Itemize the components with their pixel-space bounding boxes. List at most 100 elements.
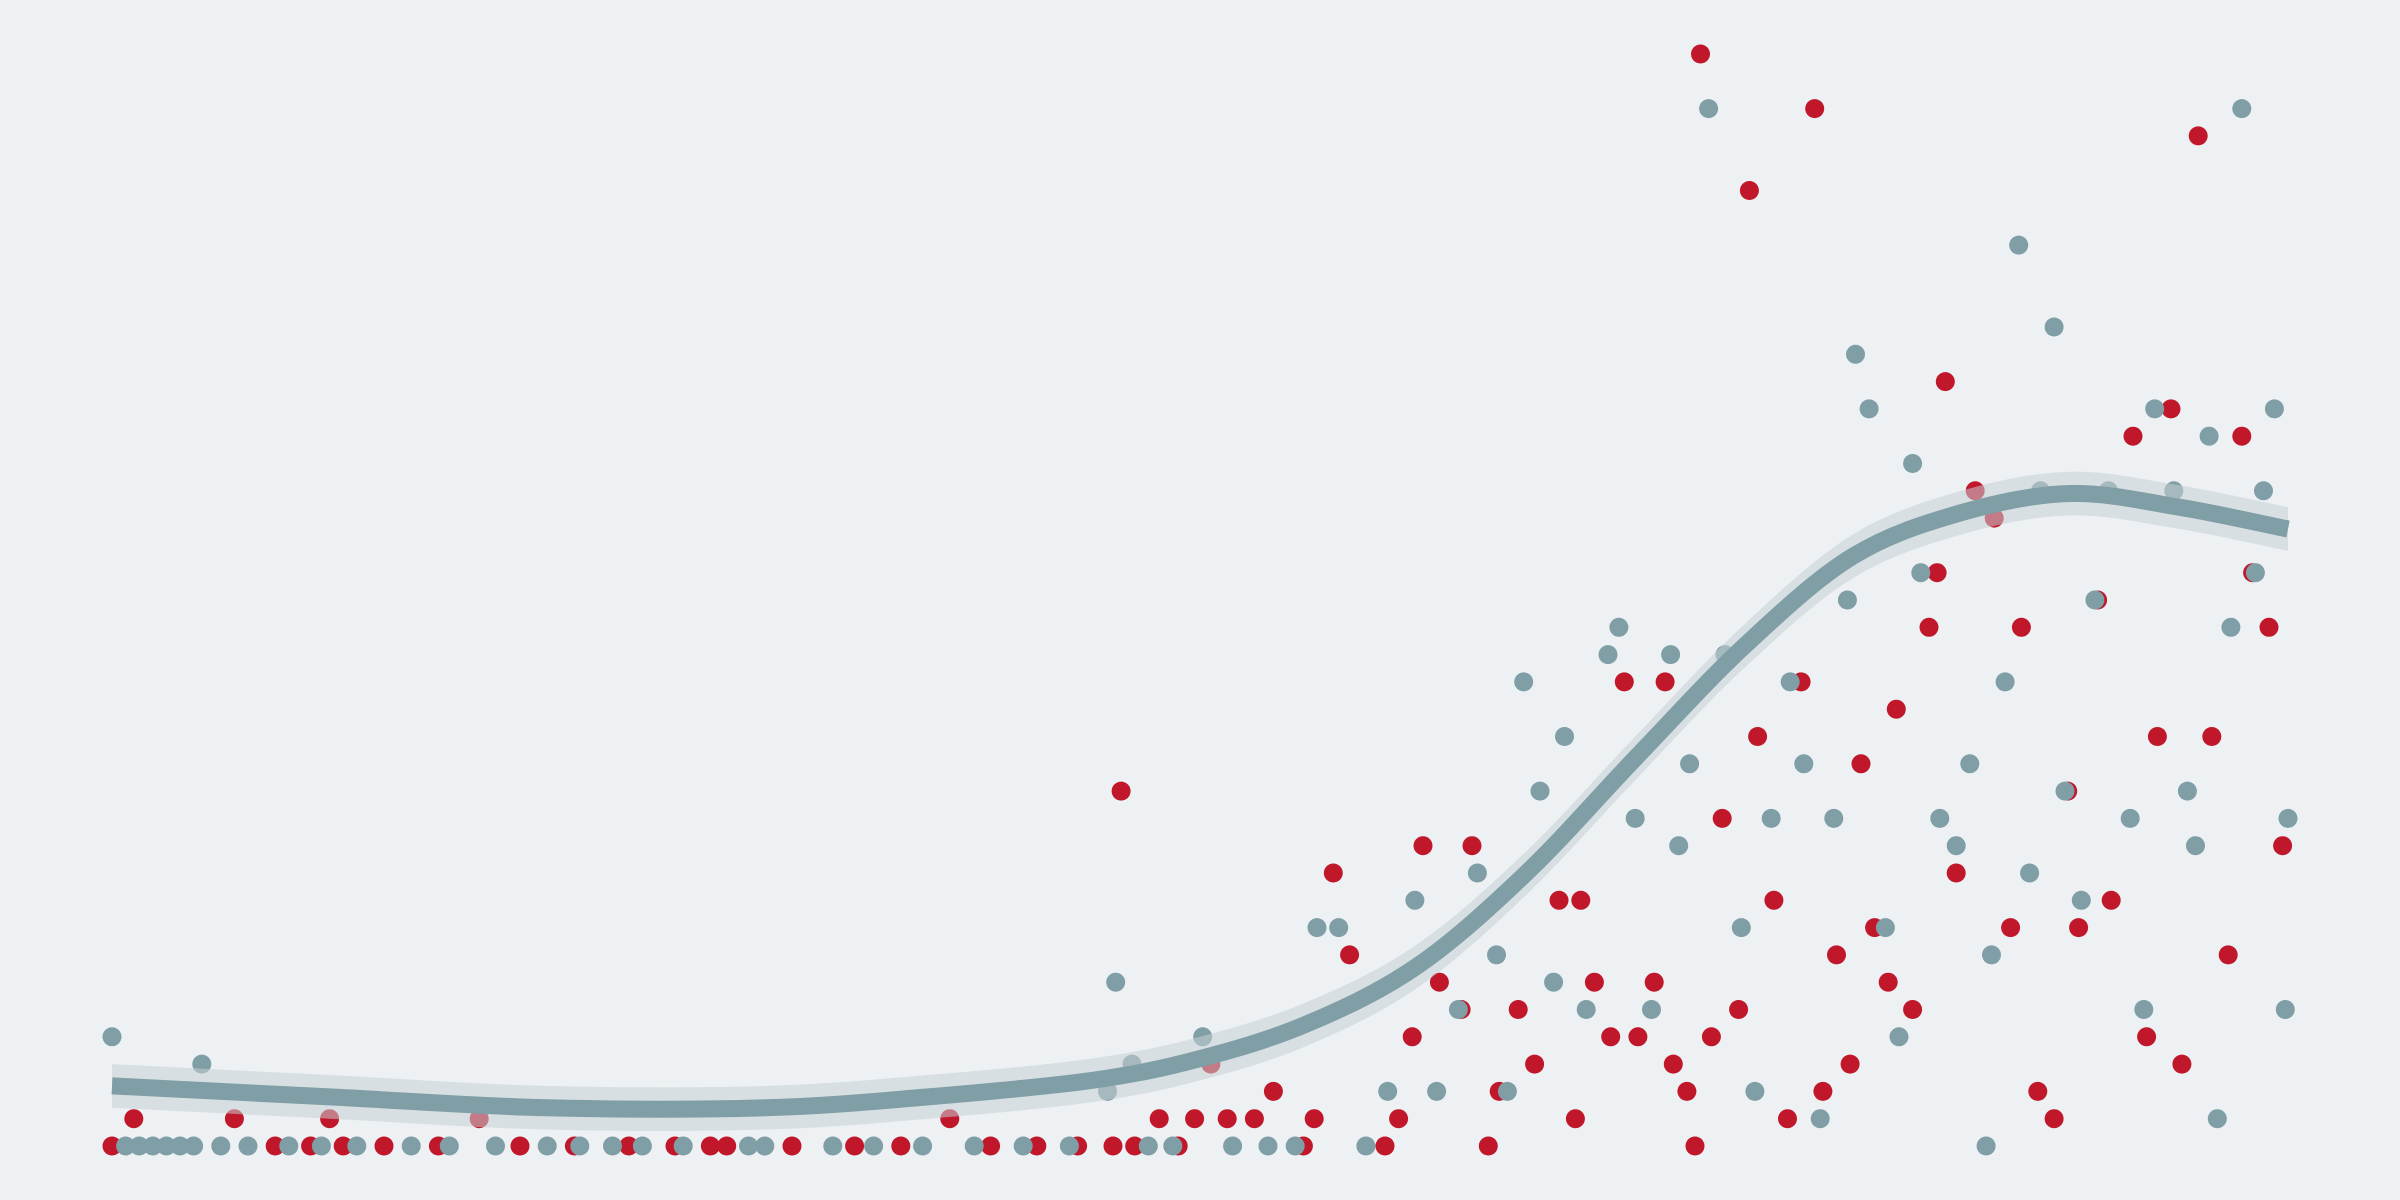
data-point [2044,317,2064,337]
data-point [1427,1081,1447,1101]
data-point [1805,99,1825,119]
data-point [1413,836,1433,856]
data-point [1244,1109,1264,1129]
data-point [673,1136,693,1156]
data-point [2254,481,2273,501]
data-point [603,1136,622,1156]
data-point [1824,808,1844,828]
data-point [1329,918,1349,938]
data-point [1467,863,1487,883]
data-point [1013,1136,1033,1156]
data-point [1106,972,1126,992]
data-point [2275,1000,2295,1019]
data-point [1903,454,1923,473]
data-point [1429,972,1449,992]
data-point [2199,426,2219,446]
data-point [1185,1109,1205,1129]
data-point [2232,99,2252,119]
data-point [1663,1054,1683,1074]
data-point [1614,672,1634,692]
data-point [2028,1081,2048,1101]
data-point [1258,1136,1278,1156]
data-point [823,1136,843,1156]
data-point [2123,426,2143,446]
data-point [124,1109,144,1129]
data-point [1544,972,1564,992]
data-point [1217,1109,1237,1129]
data-point [1851,754,1871,774]
data-point [116,1136,136,1156]
data-point [1323,863,1343,883]
data-point [2145,399,2165,419]
data-point [1946,836,1966,856]
data-point [1878,972,1898,992]
data-point [2137,1027,2157,1047]
data-point [1889,1027,1909,1047]
data-point [2207,1109,2227,1129]
data-point [238,1136,258,1156]
data-point [782,1136,802,1156]
data-point [333,1136,353,1156]
data-point [102,1136,122,1156]
data-point [1462,836,1482,856]
data-point [1780,672,1800,692]
data-point [1875,918,1895,938]
data-point [1625,808,1645,828]
data-point [1223,1136,1243,1156]
data-point [1685,1136,1705,1156]
data-point [1846,344,1865,364]
data-point [891,1136,911,1156]
data-point [510,1136,530,1156]
data-point [1389,1109,1409,1129]
data-point [1982,945,2001,965]
series-2 [102,99,2298,1156]
data-point [1701,1027,1721,1047]
data-point [2218,945,2238,965]
data-point [2085,590,2105,610]
data-point [129,1136,149,1156]
data-point [700,1136,720,1156]
data-point [1565,1109,1585,1129]
data-point [156,1136,176,1156]
data-point [311,1136,331,1156]
data-point [1699,99,1719,119]
data-point [184,1136,204,1156]
data-point [1680,754,1700,774]
data-point [717,1136,737,1156]
data-point [1794,754,1814,774]
data-point [1263,1081,1283,1101]
data-point [2278,808,2298,828]
data-point [1642,1000,1661,1019]
data-point [1661,645,1681,665]
data-point [1514,672,1534,692]
data-point [1609,617,1629,637]
data-point [1530,781,1550,801]
data-point [1497,1081,1517,1101]
data-point [2001,918,2021,938]
data-point [2202,727,2222,746]
data-point [845,1136,865,1156]
data-point [1919,617,1939,637]
data-point [1027,1136,1047,1156]
data-point [265,1136,285,1156]
data-point [143,1136,163,1156]
data-point [211,1136,231,1156]
data-point [1405,890,1425,910]
data-point [1764,890,1784,910]
data-point [1378,1081,1398,1101]
data-point [2020,863,2040,883]
data-point [486,1136,505,1156]
data-point [1761,808,1781,828]
data-point [1163,1136,1183,1156]
data-point [279,1136,299,1156]
data-point [2264,399,2284,419]
data-point [374,1136,394,1156]
data-point [1598,645,1618,665]
data-point [2101,890,2121,910]
data-point [1813,1081,1833,1101]
data-point [2011,617,2031,637]
data-point [2009,235,2029,255]
data-point [913,1136,933,1156]
data-point [1549,890,1569,910]
